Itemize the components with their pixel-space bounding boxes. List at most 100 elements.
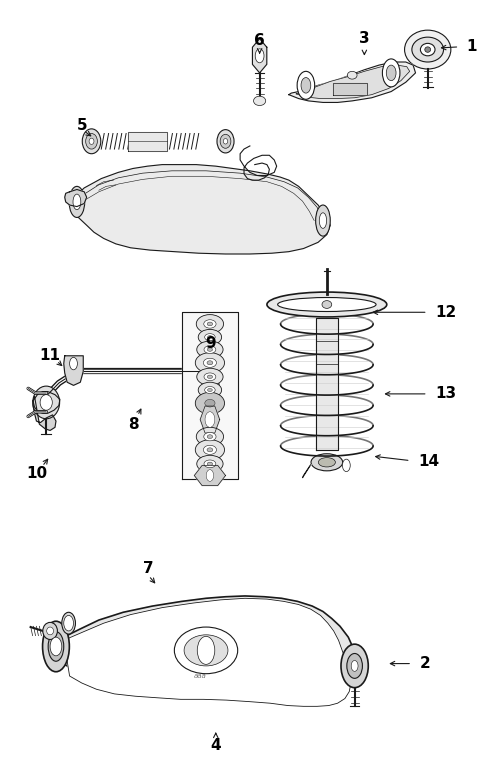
- Polygon shape: [64, 598, 351, 707]
- Ellipse shape: [89, 138, 94, 144]
- Circle shape: [343, 459, 350, 472]
- Circle shape: [50, 637, 62, 656]
- Polygon shape: [65, 190, 87, 207]
- Ellipse shape: [412, 37, 443, 62]
- Circle shape: [206, 470, 214, 481]
- Text: 7: 7: [143, 562, 153, 576]
- Ellipse shape: [82, 129, 101, 154]
- Ellipse shape: [43, 621, 70, 672]
- Polygon shape: [252, 39, 267, 73]
- Ellipse shape: [208, 335, 212, 339]
- Ellipse shape: [405, 30, 451, 69]
- Ellipse shape: [278, 297, 376, 311]
- Text: 5: 5: [77, 119, 88, 133]
- Ellipse shape: [205, 334, 215, 341]
- Text: 2: 2: [419, 656, 430, 671]
- Ellipse shape: [207, 348, 213, 351]
- Polygon shape: [195, 466, 225, 486]
- Ellipse shape: [196, 440, 224, 460]
- Circle shape: [382, 59, 400, 87]
- Circle shape: [205, 412, 215, 427]
- Ellipse shape: [319, 213, 327, 229]
- Circle shape: [197, 636, 215, 665]
- Ellipse shape: [207, 448, 213, 452]
- Ellipse shape: [205, 399, 215, 407]
- Polygon shape: [70, 165, 330, 254]
- Polygon shape: [316, 317, 338, 450]
- Polygon shape: [128, 132, 167, 151]
- Ellipse shape: [196, 427, 223, 446]
- Circle shape: [341, 644, 368, 688]
- Ellipse shape: [204, 320, 216, 328]
- Ellipse shape: [253, 96, 266, 105]
- Circle shape: [301, 77, 311, 93]
- Polygon shape: [33, 396, 56, 431]
- Circle shape: [351, 661, 358, 672]
- Polygon shape: [33, 392, 60, 413]
- Ellipse shape: [40, 395, 52, 410]
- Text: 12: 12: [435, 305, 456, 320]
- Text: aaa: aaa: [194, 672, 207, 679]
- Circle shape: [70, 357, 77, 370]
- Ellipse shape: [207, 462, 213, 466]
- Ellipse shape: [425, 47, 431, 52]
- Circle shape: [386, 65, 396, 80]
- Ellipse shape: [197, 368, 223, 385]
- Text: 9: 9: [206, 336, 216, 351]
- Ellipse shape: [196, 392, 224, 414]
- Ellipse shape: [203, 358, 217, 367]
- Ellipse shape: [223, 139, 228, 144]
- Text: 13: 13: [435, 386, 456, 402]
- Text: 3: 3: [359, 31, 369, 46]
- Polygon shape: [289, 62, 416, 102]
- Polygon shape: [200, 406, 220, 433]
- Ellipse shape: [207, 434, 213, 438]
- Text: 14: 14: [418, 454, 439, 469]
- Text: 6: 6: [254, 33, 265, 48]
- Ellipse shape: [197, 456, 223, 473]
- Ellipse shape: [204, 460, 216, 468]
- Text: 11: 11: [40, 348, 61, 363]
- Polygon shape: [333, 83, 367, 95]
- Ellipse shape: [205, 387, 215, 393]
- Ellipse shape: [48, 632, 64, 661]
- Ellipse shape: [197, 341, 223, 358]
- Ellipse shape: [316, 205, 330, 236]
- Ellipse shape: [204, 373, 216, 381]
- Ellipse shape: [322, 300, 332, 308]
- Ellipse shape: [62, 612, 75, 634]
- Polygon shape: [50, 596, 355, 692]
- Ellipse shape: [347, 71, 357, 79]
- Ellipse shape: [207, 361, 213, 365]
- Ellipse shape: [207, 322, 213, 326]
- Polygon shape: [302, 464, 311, 478]
- Ellipse shape: [184, 635, 228, 666]
- Ellipse shape: [207, 375, 213, 378]
- Ellipse shape: [204, 346, 216, 353]
- Ellipse shape: [73, 194, 81, 210]
- Ellipse shape: [204, 432, 216, 441]
- Ellipse shape: [318, 458, 335, 467]
- Ellipse shape: [203, 445, 217, 455]
- Text: 10: 10: [26, 466, 47, 481]
- Ellipse shape: [86, 133, 98, 149]
- Ellipse shape: [47, 627, 53, 635]
- Circle shape: [64, 615, 74, 631]
- Text: 8: 8: [127, 417, 138, 432]
- Circle shape: [255, 49, 264, 62]
- Ellipse shape: [267, 292, 387, 317]
- Ellipse shape: [196, 314, 223, 333]
- Polygon shape: [182, 312, 238, 480]
- Text: 1: 1: [466, 39, 477, 54]
- Ellipse shape: [33, 386, 60, 419]
- Ellipse shape: [220, 134, 231, 148]
- Ellipse shape: [174, 627, 238, 674]
- Ellipse shape: [208, 388, 212, 392]
- Ellipse shape: [196, 353, 224, 373]
- Polygon shape: [64, 356, 83, 385]
- Text: 4: 4: [210, 739, 221, 753]
- Ellipse shape: [311, 454, 343, 471]
- Ellipse shape: [43, 622, 57, 640]
- Circle shape: [347, 654, 363, 679]
- Ellipse shape: [198, 382, 221, 398]
